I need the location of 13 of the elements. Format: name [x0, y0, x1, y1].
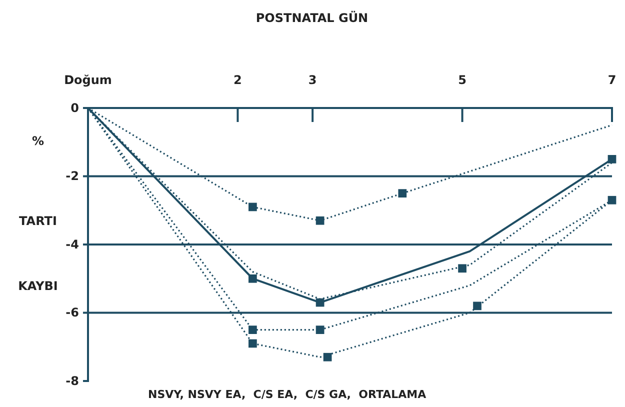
y-tick-label: -6	[66, 306, 79, 320]
x-tick-label: 5	[458, 73, 466, 87]
x-tick-label: Doğum	[64, 73, 112, 87]
chart-title: POSTNATAL GÜN	[256, 10, 368, 25]
x-tick-label: 3	[308, 73, 317, 87]
y-tick-label: -2	[66, 169, 79, 184]
y-tick-label: -4	[66, 237, 79, 252]
text: % TARTI KAYBI	[18, 134, 58, 293]
x-tick-label: 7	[608, 73, 616, 87]
x-tick-label: 2	[234, 73, 242, 87]
y-tick-label: 0	[70, 100, 79, 115]
text: NSVY, NSVY EA, C/S EA, C/S GA, ORTALAMA	[148, 388, 427, 401]
y-tick-label: -8	[66, 374, 79, 388]
